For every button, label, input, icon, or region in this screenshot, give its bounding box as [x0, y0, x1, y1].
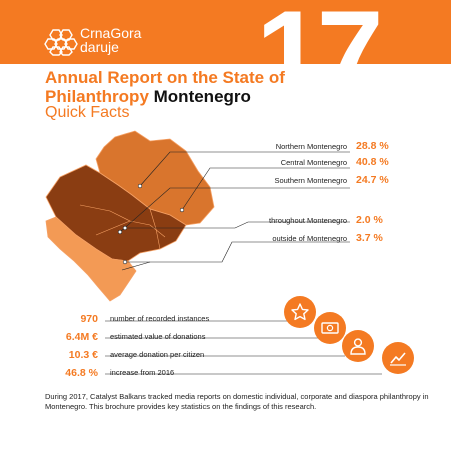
region-value-northern: 28.8 %	[356, 140, 389, 152]
brand-line-1: CrnaGora	[80, 25, 142, 41]
person-icon	[342, 330, 374, 362]
region-value-outside: 3.7 %	[356, 232, 383, 244]
brand-line-2: daruje	[80, 39, 119, 55]
region-value-southern: 24.7 %	[356, 174, 389, 186]
title-dark-word: Montenegro	[153, 87, 251, 106]
region-label-outside: outside of Montenegro	[272, 234, 347, 243]
montenegro-map	[45, 130, 215, 302]
title-line-1: Annual Report on the State of	[45, 68, 285, 87]
year-number: 17	[256, 2, 385, 64]
banknote-icon	[314, 312, 346, 344]
fact-label-donations: estimated value of donations	[110, 332, 206, 341]
region-label-central: Central Montenegro	[280, 158, 347, 167]
fact-label-increase: increase from 2016	[110, 368, 175, 377]
star-icon	[284, 296, 316, 328]
year-number-text: 17	[256, 2, 379, 64]
description-text: During 2017, Catalyst Balkans tracked me…	[45, 392, 429, 411]
region-label-northern: Northern Montenegro	[275, 142, 347, 151]
region-label-throughout: throughout Montenegro	[269, 216, 347, 225]
fact-value-donations: 6.4M €	[65, 331, 98, 343]
logo-icon	[44, 29, 78, 56]
brand-name: CrnaGora daruje	[80, 26, 141, 54]
fact-value-increase: 46.8 %	[65, 367, 98, 379]
fact-label-instances: number of recorded instances	[110, 314, 210, 323]
page-title: Annual Report on the State of Philanthro…	[45, 68, 285, 106]
fact-value-average: 10.3 €	[68, 349, 98, 361]
map-region-southern	[45, 216, 137, 302]
page-subtitle: Quick Facts	[45, 104, 130, 121]
trend-chart-icon	[382, 342, 414, 374]
region-label-southern: Southern Montenegro	[274, 176, 347, 185]
title-orange-word: Philanthropy	[45, 87, 149, 106]
region-value-throughout: 2.0 %	[356, 214, 383, 226]
fact-value-instances: 970	[80, 313, 98, 325]
region-value-central: 40.8 %	[356, 156, 389, 168]
title-line-2: Philanthropy Montenegro	[45, 87, 285, 106]
fact-label-average: average donation per citizen	[110, 350, 205, 359]
header-banner: CrnaGora daruje 17	[0, 0, 451, 64]
